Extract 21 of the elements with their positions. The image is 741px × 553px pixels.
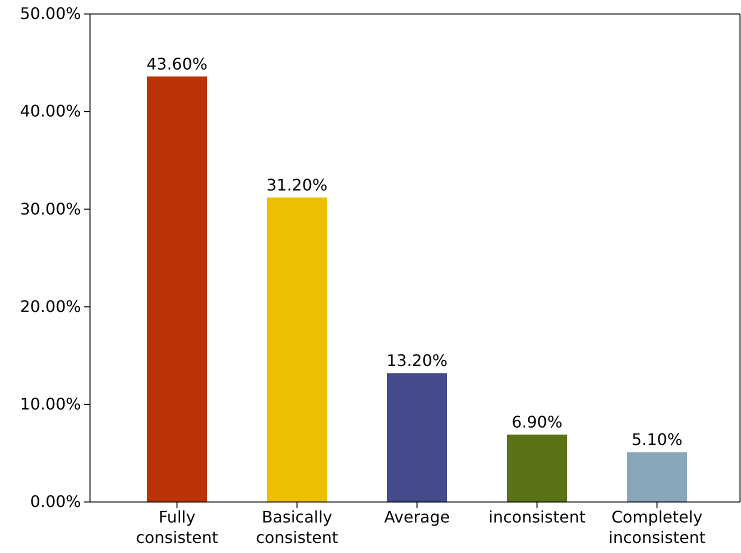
- x-tick-label: Fully consistent: [136, 507, 218, 548]
- data-label: 5.10%: [632, 430, 682, 450]
- bar: [267, 197, 327, 502]
- y-tick-label: 30.00%: [20, 199, 81, 218]
- data-label: 31.20%: [266, 175, 328, 194]
- y-tick-label: 0.00%: [30, 492, 81, 512]
- y-tick-label: 10.00%: [20, 394, 81, 414]
- y-tick-label: 40.00%: [20, 102, 81, 121]
- data-label: 43.60%: [146, 54, 208, 74]
- x-tick-label: inconsistent: [488, 507, 586, 526]
- x-tick-label: Average: [384, 507, 450, 526]
- bar: [147, 76, 207, 502]
- data-label: 13.20%: [386, 351, 448, 370]
- bar: [507, 434, 567, 502]
- y-tick-label: 50.00%: [20, 4, 81, 24]
- x-tick-label: Basically consistent: [256, 507, 338, 548]
- data-label: 6.90%: [512, 412, 562, 432]
- x-tick-label: Completely inconsistent: [608, 507, 706, 548]
- bar: [627, 452, 687, 502]
- bar: [387, 373, 447, 502]
- y-tick-label: 20.00%: [20, 296, 81, 316]
